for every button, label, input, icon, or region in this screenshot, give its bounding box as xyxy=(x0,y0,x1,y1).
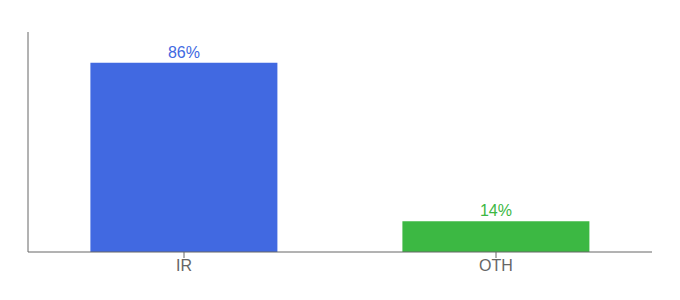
svg-text:14%: 14% xyxy=(480,202,512,219)
svg-text:OTH: OTH xyxy=(479,257,513,274)
svg-text:86%: 86% xyxy=(168,44,200,61)
svg-text:IR: IR xyxy=(176,257,192,274)
